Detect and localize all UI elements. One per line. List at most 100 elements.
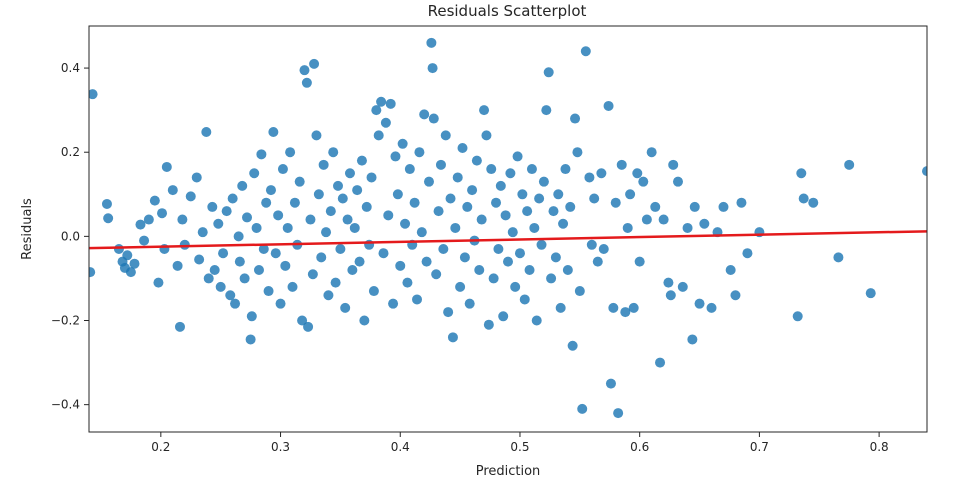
- data-point: [263, 286, 274, 297]
- data-point: [512, 151, 523, 162]
- data-point: [519, 294, 530, 305]
- data-point: [419, 109, 430, 120]
- data-point: [665, 290, 676, 301]
- data-point: [483, 319, 494, 330]
- data-point: [318, 159, 329, 170]
- data-point: [143, 214, 154, 225]
- data-point: [608, 302, 619, 313]
- data-point: [294, 176, 305, 187]
- data-point: [344, 168, 355, 179]
- data-point: [517, 189, 528, 200]
- data-point: [129, 258, 140, 269]
- data-point: [409, 197, 420, 208]
- data-point: [253, 265, 264, 276]
- data-point: [309, 58, 320, 69]
- data-point: [245, 334, 256, 345]
- data-point: [577, 403, 588, 414]
- data-point: [191, 172, 202, 183]
- data-point: [677, 281, 688, 292]
- data-point: [268, 127, 279, 138]
- data-point: [500, 210, 511, 221]
- data-point: [368, 286, 379, 297]
- data-point: [287, 281, 298, 292]
- x-axis-label: Prediction: [476, 464, 541, 479]
- data-point: [718, 201, 729, 212]
- data-point: [505, 168, 516, 179]
- data-point: [289, 197, 300, 208]
- data-point: [277, 164, 288, 175]
- data-point: [177, 214, 188, 225]
- data-point: [337, 193, 348, 204]
- data-point: [650, 201, 661, 212]
- data-point: [457, 143, 468, 154]
- regression-fit-line: [89, 230, 927, 250]
- data-point: [402, 277, 413, 288]
- data-point: [328, 147, 339, 158]
- data-point: [548, 206, 559, 217]
- data-point: [225, 290, 236, 301]
- data-point: [558, 218, 569, 229]
- data-point: [450, 222, 461, 233]
- data-point: [730, 290, 741, 301]
- data-point: [234, 256, 245, 267]
- data-point: [237, 180, 248, 191]
- data-point: [233, 231, 244, 242]
- data-point: [242, 212, 253, 223]
- data-point: [438, 243, 449, 254]
- y-tick-label: 0.4: [61, 61, 80, 75]
- data-point: [323, 290, 334, 301]
- data-point: [553, 189, 564, 200]
- data-point: [161, 161, 172, 172]
- data-point: [792, 311, 803, 322]
- data-point: [536, 239, 547, 250]
- data-point: [493, 243, 504, 254]
- data-point: [428, 113, 439, 124]
- data-point: [628, 302, 639, 313]
- data-point: [185, 191, 196, 202]
- data-point: [179, 239, 190, 250]
- data-point: [474, 265, 485, 276]
- data-point: [498, 311, 509, 322]
- data-point: [616, 159, 627, 170]
- data-point: [736, 197, 747, 208]
- data-point: [796, 168, 807, 179]
- data-point: [467, 185, 478, 196]
- data-point: [378, 248, 389, 259]
- data-point: [596, 168, 607, 179]
- y-tick-label: −0.2: [51, 314, 80, 328]
- data-point: [321, 227, 332, 238]
- data-point: [385, 98, 396, 109]
- data-point: [462, 201, 473, 212]
- data-point: [427, 63, 438, 74]
- data-point: [689, 201, 700, 212]
- data-point: [658, 214, 669, 225]
- data-point: [589, 193, 600, 204]
- data-point: [435, 159, 446, 170]
- data-point: [349, 222, 360, 233]
- data-point: [479, 105, 490, 116]
- data-point: [395, 260, 406, 271]
- data-point: [101, 198, 112, 209]
- data-point: [663, 277, 674, 288]
- data-point: [280, 260, 291, 271]
- data-point: [526, 164, 537, 175]
- data-point: [135, 219, 146, 230]
- data-point: [655, 357, 666, 368]
- data-point: [215, 281, 226, 292]
- data-point: [305, 214, 316, 225]
- data-point: [414, 147, 425, 158]
- data-point: [213, 218, 224, 229]
- data-point: [299, 65, 310, 76]
- x-tick-label: 0.5: [510, 440, 529, 454]
- data-point: [282, 222, 293, 233]
- y-tick-label: 0.0: [61, 229, 80, 243]
- data-point: [325, 206, 336, 217]
- data-point: [798, 193, 809, 204]
- data-point: [455, 281, 466, 292]
- data-point: [464, 298, 475, 309]
- data-point: [531, 315, 542, 326]
- data-point: [335, 243, 346, 254]
- data-point: [157, 208, 168, 219]
- data-point: [610, 197, 621, 208]
- x-axis-ticks: 0.2 0.3 0.4 0.5 0.6 0.7 0.8: [151, 432, 889, 454]
